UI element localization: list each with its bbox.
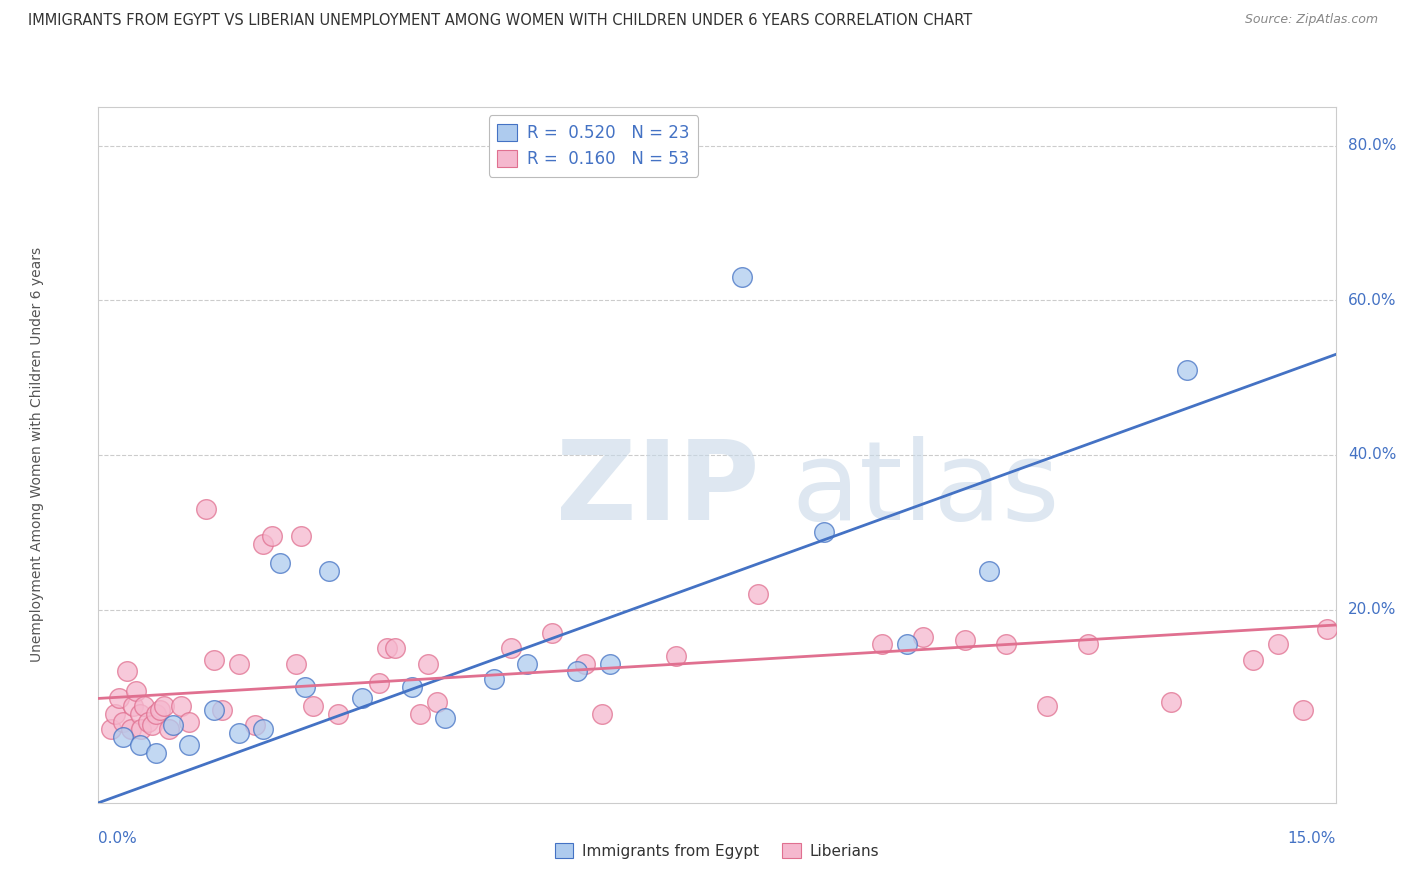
Point: [202, 653, 225, 667]
Text: 15.0%: 15.0%: [1288, 830, 1336, 846]
Point: [599, 657, 621, 671]
Point: [131, 723, 153, 737]
Point: [202, 703, 225, 717]
Point: [747, 587, 769, 601]
Point: [149, 703, 172, 717]
Point: [1160, 695, 1182, 709]
Point: [108, 691, 131, 706]
Point: [269, 556, 291, 570]
Point: [162, 718, 184, 732]
Point: [100, 723, 122, 737]
Point: [153, 699, 176, 714]
Point: [499, 641, 522, 656]
Point: [141, 718, 163, 732]
Point: [179, 738, 201, 752]
Point: [252, 723, 274, 737]
Text: 60.0%: 60.0%: [1348, 293, 1396, 308]
Point: [541, 625, 564, 640]
Text: 40.0%: 40.0%: [1348, 448, 1396, 462]
Text: 80.0%: 80.0%: [1348, 138, 1396, 153]
Point: [252, 537, 274, 551]
Point: [124, 683, 146, 698]
Point: [565, 665, 588, 679]
Point: [1316, 622, 1339, 636]
Point: [132, 699, 155, 714]
Point: [194, 502, 217, 516]
Point: [122, 699, 145, 714]
Point: [228, 657, 250, 671]
Point: [1241, 653, 1264, 667]
Point: [731, 270, 754, 285]
Point: [1267, 637, 1289, 651]
Point: [352, 691, 374, 706]
Point: [136, 714, 159, 729]
Point: [912, 630, 935, 644]
Point: [426, 695, 449, 709]
Point: [401, 680, 423, 694]
Text: 0.0%: 0.0%: [98, 830, 138, 846]
Point: [211, 703, 233, 717]
Point: [179, 714, 201, 729]
Text: 20.0%: 20.0%: [1348, 602, 1396, 617]
Point: [120, 723, 142, 737]
Text: Unemployment Among Women with Children Under 6 years: Unemployment Among Women with Children U…: [30, 247, 44, 663]
Point: [896, 637, 918, 651]
Point: [112, 730, 135, 744]
Point: [574, 657, 596, 671]
Point: [1036, 699, 1059, 714]
Point: [228, 726, 250, 740]
Point: [145, 706, 167, 721]
Point: [290, 529, 312, 543]
Point: [104, 706, 127, 721]
Point: [285, 657, 308, 671]
Point: [665, 648, 688, 663]
Point: [157, 723, 180, 737]
Point: [375, 641, 398, 656]
Point: [1175, 363, 1198, 377]
Point: [117, 665, 139, 679]
Point: [409, 706, 432, 721]
Point: [145, 746, 167, 760]
Point: [326, 706, 349, 721]
Point: [1077, 637, 1099, 651]
Point: [294, 680, 316, 694]
Point: [243, 718, 266, 732]
Point: [128, 706, 150, 721]
Point: [318, 564, 340, 578]
Point: [1292, 703, 1315, 717]
Legend: Immigrants from Egypt, Liberians: Immigrants from Egypt, Liberians: [548, 837, 886, 864]
Point: [170, 699, 193, 714]
Point: [953, 633, 976, 648]
Point: [112, 714, 135, 729]
Point: [367, 676, 389, 690]
Point: [870, 637, 893, 651]
Point: [418, 657, 440, 671]
Point: [433, 711, 456, 725]
Text: ZIP: ZIP: [557, 436, 759, 543]
Point: [516, 657, 538, 671]
Point: [484, 672, 506, 686]
Text: IMMIGRANTS FROM EGYPT VS LIBERIAN UNEMPLOYMENT AMONG WOMEN WITH CHILDREN UNDER 6: IMMIGRANTS FROM EGYPT VS LIBERIAN UNEMPL…: [28, 13, 973, 29]
Point: [994, 637, 1017, 651]
Point: [979, 564, 1001, 578]
Point: [302, 699, 325, 714]
Point: [813, 525, 835, 540]
Point: [384, 641, 406, 656]
Text: atlas: atlas: [792, 436, 1060, 543]
Point: [591, 706, 613, 721]
Point: [260, 529, 283, 543]
Text: Source: ZipAtlas.com: Source: ZipAtlas.com: [1244, 13, 1378, 27]
Point: [128, 738, 150, 752]
